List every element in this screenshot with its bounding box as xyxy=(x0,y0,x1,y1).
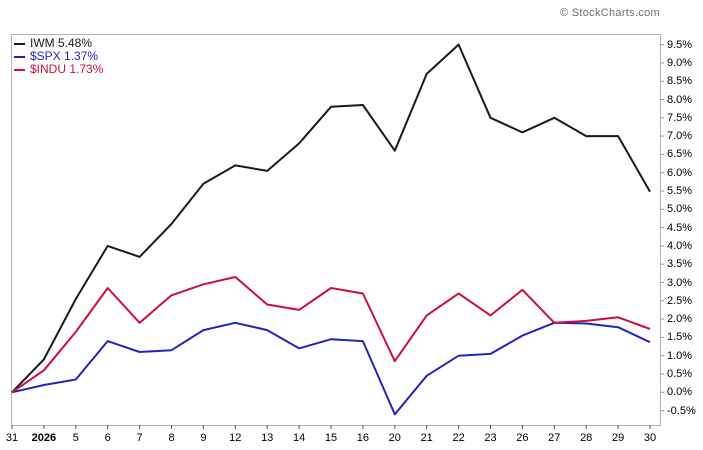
x-axis-tick-label: 26 xyxy=(516,432,529,444)
x-axis-tick-label: 23 xyxy=(484,432,497,444)
x-axis-tick-label: 30 xyxy=(643,432,657,444)
x-axis-tick-label: 28 xyxy=(580,432,593,444)
y-axis-tick-label: 3.0% xyxy=(667,276,693,289)
y-axis-tick-label: 7.5% xyxy=(667,111,693,124)
x-axis-tick-label: 20 xyxy=(388,432,401,444)
y-axis-tick-label: 6.5% xyxy=(667,148,693,161)
iwm-series-line xyxy=(11,43,651,393)
y-axis-tick-label: 4.0% xyxy=(667,239,693,252)
legend-label-spx: $SPX 1.37% xyxy=(30,49,99,63)
y-axis-tick-label: 5.5% xyxy=(667,185,693,197)
y-axis-tick-label: 1.0% xyxy=(667,349,693,362)
y-axis-tick-label: 5.0% xyxy=(667,203,693,216)
x-axis-tick-label: 13 xyxy=(261,432,274,444)
x-axis-tick-label: 21 xyxy=(420,432,433,444)
legend: IWM 5.48% $SPX 1.37% $INDU 1.73% xyxy=(14,37,103,76)
x-axis-tick-label: 22 xyxy=(452,432,465,444)
legend-item-iwm: IWM 5.48% xyxy=(14,37,103,50)
y-axis-tick-label: 4.5% xyxy=(667,221,693,234)
y-axis-tick-label: 2.5% xyxy=(667,294,693,307)
x-axis-tick-label: 31 xyxy=(5,432,19,444)
stockcharts-watermark: © StockCharts.com xyxy=(559,7,660,19)
x-axis-tick-label: 2026 xyxy=(31,432,57,444)
spx-series-line xyxy=(11,321,651,416)
y-axis-tick-label: 3.5% xyxy=(667,258,693,271)
y-axis-tick-label: 8.5% xyxy=(667,75,693,88)
legend-item-spx: $SPX 1.37% xyxy=(14,50,103,63)
y-axis-tick-label: 9.5% xyxy=(667,38,693,51)
legend-item-indu: $INDU 1.73% xyxy=(14,63,103,76)
iwm-line-swatch xyxy=(14,42,25,45)
x-axis-tick-label: 9 xyxy=(200,432,207,444)
spx-line-swatch xyxy=(14,55,25,58)
x-axis-tick-label: 8 xyxy=(168,432,175,444)
y-axis-tick-label: -0.5% xyxy=(667,404,696,417)
plot-frame xyxy=(11,34,661,426)
x-axis-tick-label: 7 xyxy=(136,432,143,444)
legend-label-indu: $INDU 1.73% xyxy=(30,62,104,76)
x-axis-tick-label: 29 xyxy=(611,432,625,444)
y-axis-tick-label: 8.0% xyxy=(667,93,693,106)
indu-line-swatch xyxy=(14,68,25,71)
x-axis-tick-label: 16 xyxy=(356,432,370,444)
x-axis-tick-label: 5 xyxy=(72,432,79,444)
indu-series-line xyxy=(11,276,651,394)
y-axis-tick-label: 6.0% xyxy=(667,166,693,179)
x-axis-tick-label: 14 xyxy=(292,432,306,444)
x-axis-tick-label: 15 xyxy=(324,432,338,444)
y-axis-tick-label: 7.0% xyxy=(667,130,693,143)
legend-label-iwm: IWM 5.48% xyxy=(30,36,93,50)
y-axis-tick-label: 1.5% xyxy=(667,331,693,344)
x-axis-tick-label: 27 xyxy=(548,432,561,444)
y-axis-tick-label: 9.0% xyxy=(667,56,693,69)
y-axis-tick-label: 2.0% xyxy=(667,313,693,326)
x-axis-tick-label: 12 xyxy=(229,432,242,444)
x-axis-tick-label: 6 xyxy=(104,432,111,444)
y-axis-tick-label: 0.0% xyxy=(667,386,693,399)
y-axis-tick-label: 0.5% xyxy=(667,368,693,380)
